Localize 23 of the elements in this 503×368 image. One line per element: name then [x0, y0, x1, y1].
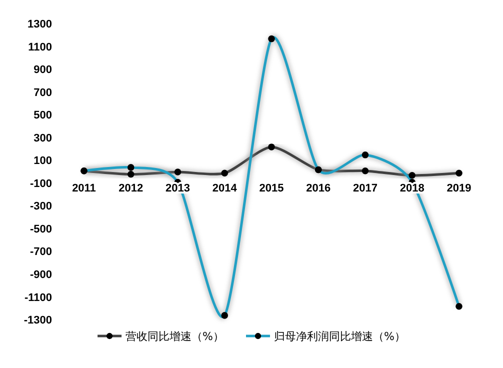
- y-tick-label: -100: [30, 178, 52, 190]
- y-tick-label: 300: [34, 132, 52, 144]
- x-tick-label: 2017: [353, 182, 378, 194]
- y-tick-label: -500: [30, 223, 52, 236]
- x-tick-label: 2012: [118, 182, 144, 194]
- x-tick-label: 2015: [259, 182, 284, 194]
- y-tick-label: -1300: [24, 314, 52, 327]
- y-tick-label: 700: [34, 86, 52, 99]
- y-tick-label: 500: [34, 110, 52, 122]
- y-tick-label: 900: [34, 64, 52, 76]
- x-tick-label: 2011: [72, 182, 96, 194]
- y-tick-label: 1300: [28, 18, 52, 31]
- x-tick-label: 2014: [212, 182, 238, 194]
- x-tick-label: 2016: [306, 182, 331, 194]
- x-tick-label: 2019: [446, 182, 472, 194]
- legend-label: 营收同比增速（%）: [126, 330, 224, 343]
- y-tick-label: -700: [30, 246, 52, 258]
- y-tick-label: 1100: [28, 41, 52, 54]
- y-tick-label: 100: [34, 155, 52, 168]
- y-tick-label: -300: [30, 200, 52, 213]
- y-tick-label: -1100: [24, 292, 52, 304]
- y-tick-label: -900: [30, 268, 52, 281]
- legend-label: 归母净利润同比增速（%）: [274, 330, 406, 343]
